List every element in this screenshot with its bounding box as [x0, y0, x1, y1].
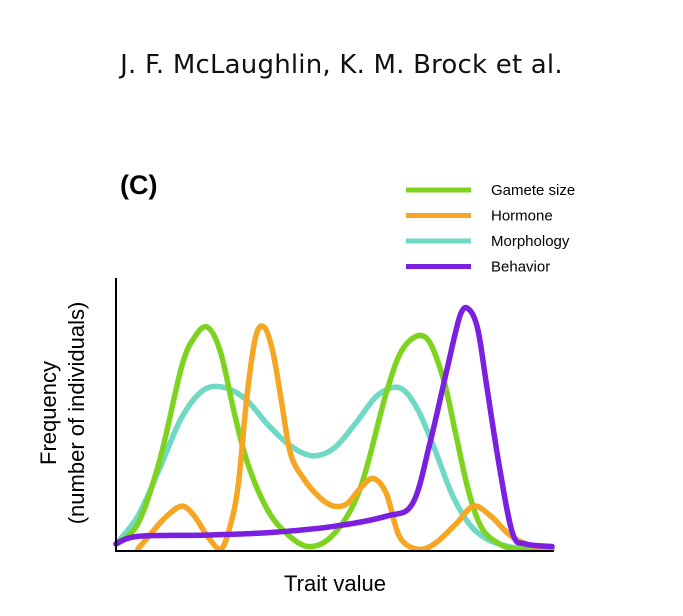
- series-line-behavior: [113, 304, 555, 550]
- legend: Gamete size Hormone Morphology Behavior: [406, 182, 575, 276]
- y-axis-label-line1: Frequency: [36, 361, 61, 465]
- chart-axes: [115, 278, 554, 552]
- legend-label-gamete-size: Gamete size: [491, 182, 575, 199]
- series-line-gamete-size: [113, 323, 555, 553]
- legend-label-hormone: Hormone: [491, 208, 553, 225]
- series-line-morphology: [113, 383, 555, 552]
- legend-label-morphology: Morphology: [491, 233, 570, 250]
- y-axis-label-line2: (number of individuals): [64, 302, 89, 525]
- author-line: J. F. McLaughlin, K. M. Brock et al.: [120, 50, 563, 80]
- panel-label: (C): [120, 170, 158, 200]
- chart-curves: [113, 304, 555, 553]
- legend-label-behavior: Behavior: [491, 259, 550, 276]
- x-axis-label: Trait value: [284, 571, 386, 596]
